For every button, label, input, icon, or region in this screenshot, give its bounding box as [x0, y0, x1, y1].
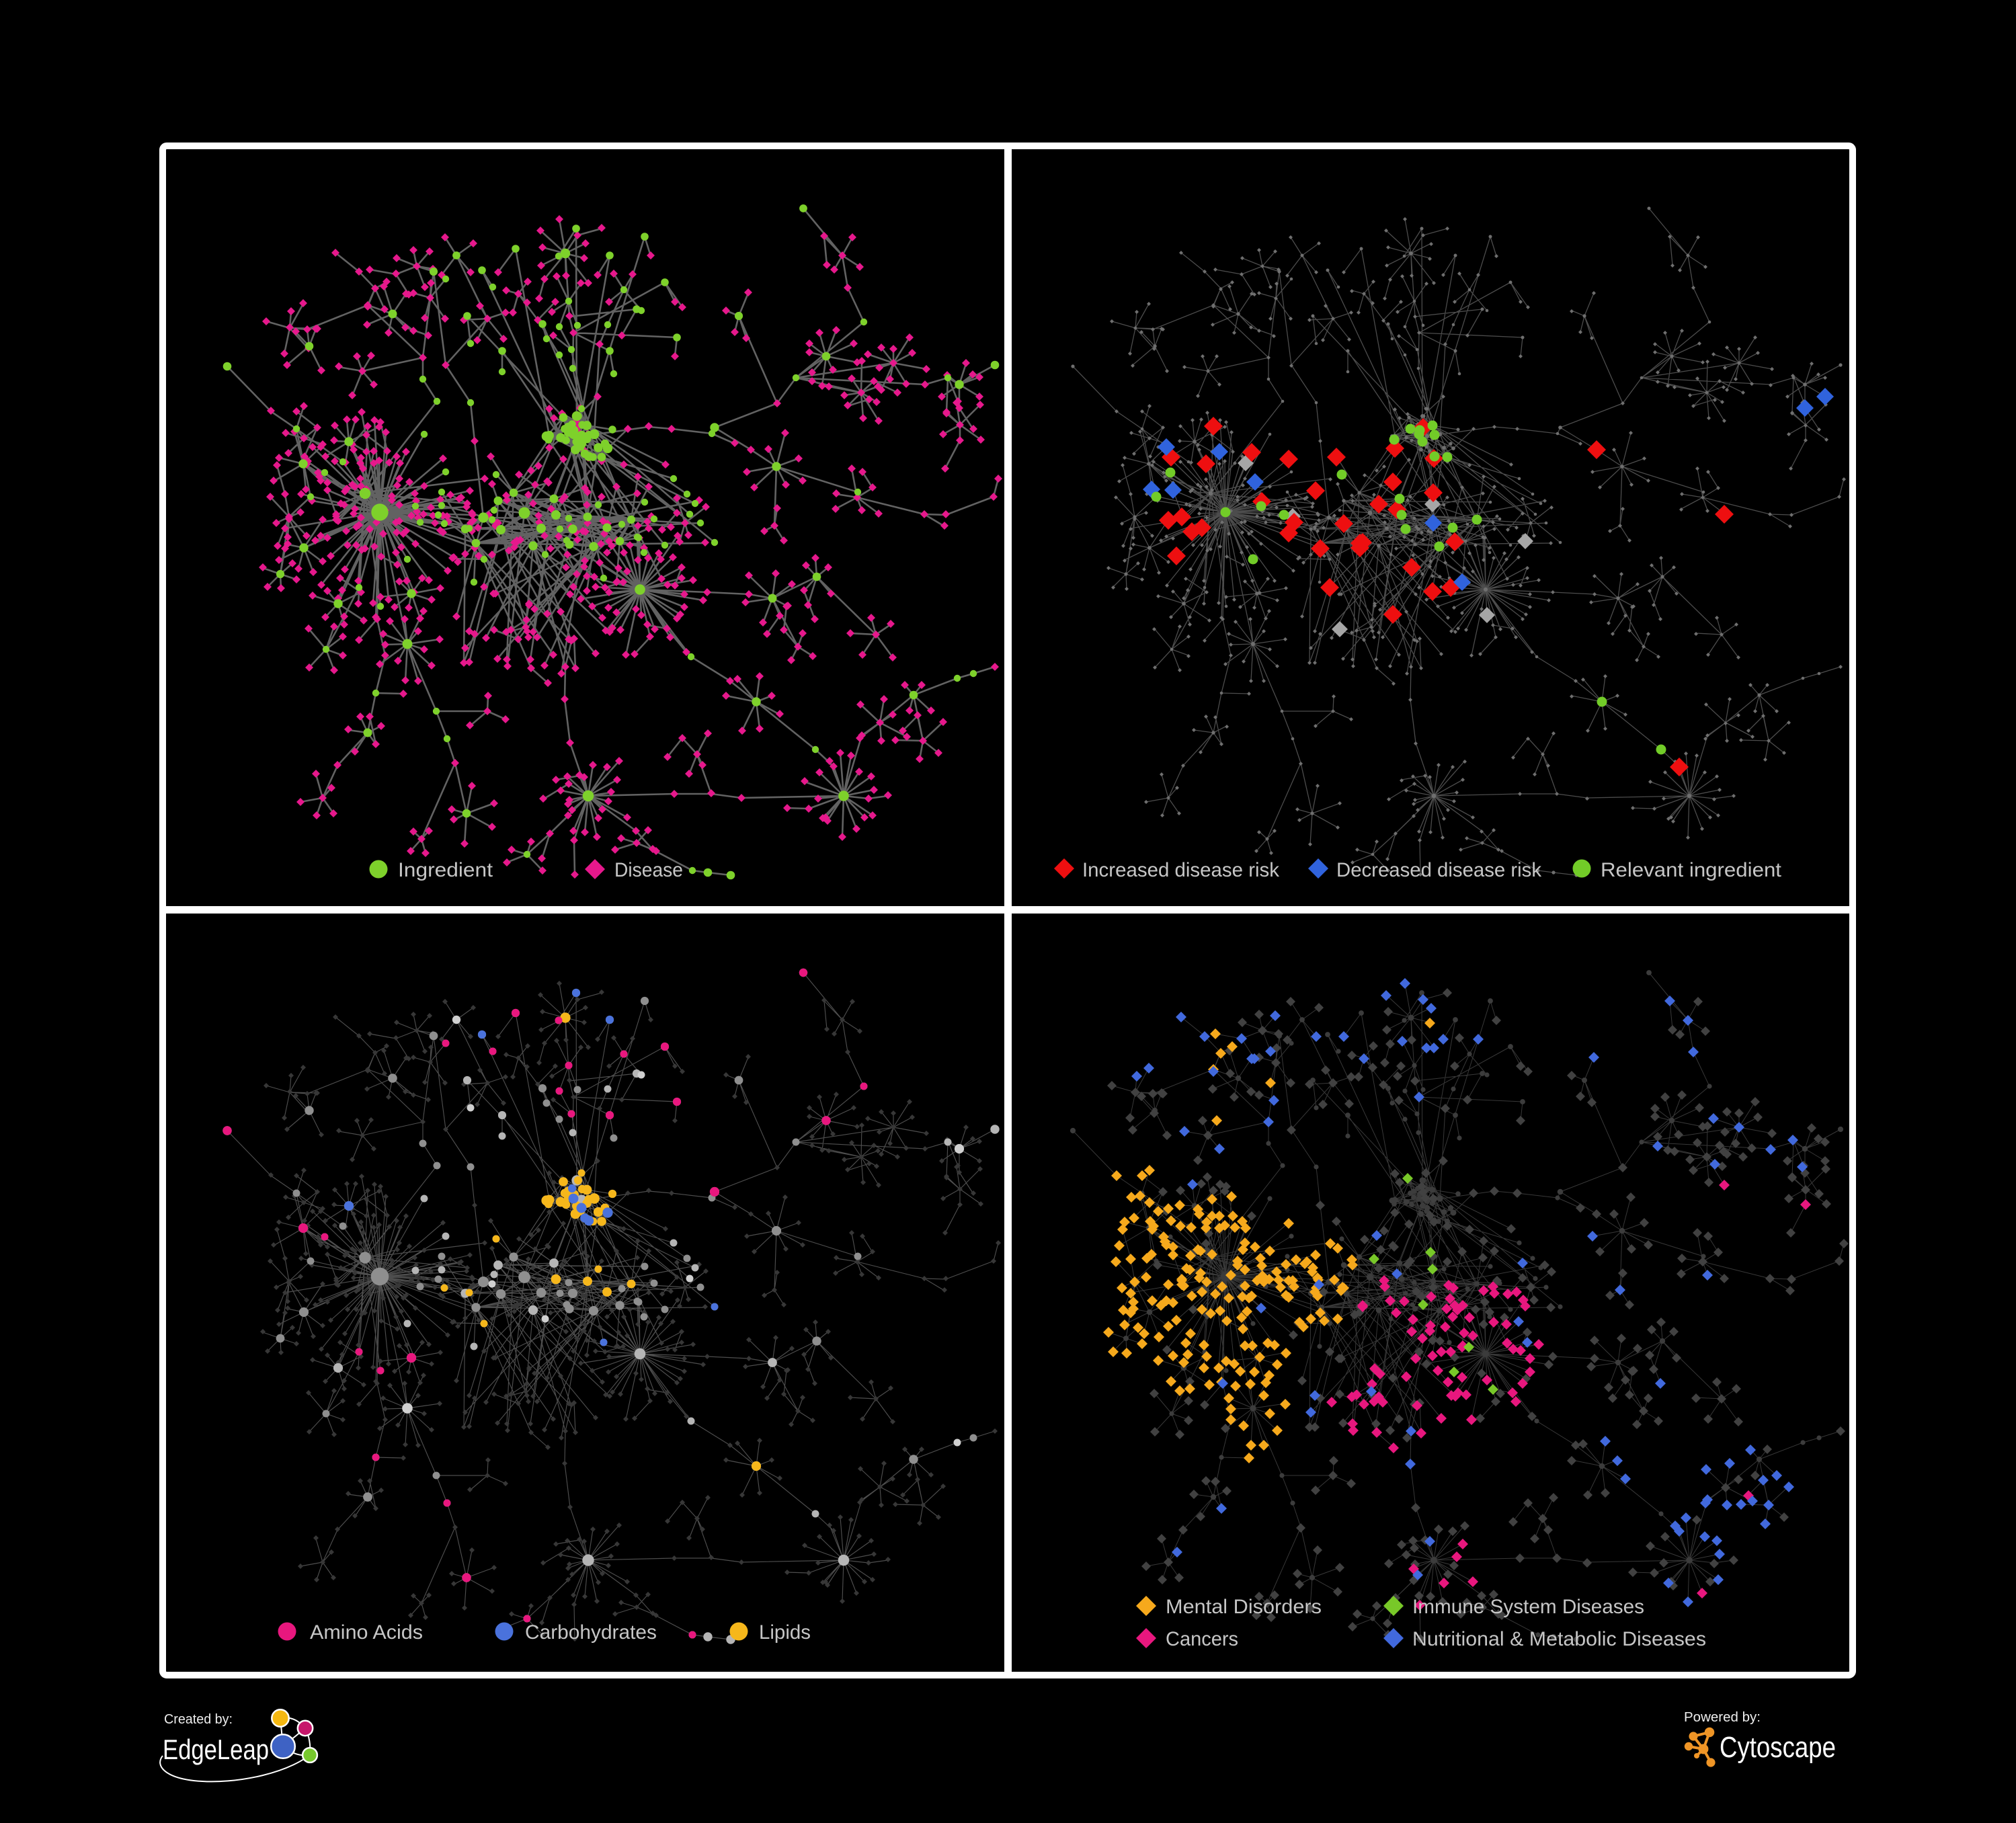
svg-text:Increased disease risk: Increased disease risk [1082, 859, 1280, 881]
svg-text:Lipids: Lipids [759, 1621, 811, 1644]
svg-text:EdgeLeap: EdgeLeap [163, 1734, 269, 1765]
svg-text:Cancers: Cancers [1166, 1628, 1238, 1650]
svg-text:Ingredient: Ingredient [398, 859, 493, 881]
svg-text:Amino Acids: Amino Acids [310, 1621, 423, 1644]
svg-text:Cytoscape: Cytoscape [1720, 1731, 1836, 1764]
svg-text:Immune System Diseases: Immune System Diseases [1412, 1596, 1644, 1618]
svg-text:Nutritional & Metabolic Diseas: Nutritional & Metabolic Diseases [1412, 1628, 1706, 1650]
svg-text:Mental Disorders: Mental Disorders [1166, 1596, 1322, 1618]
svg-text:Carbohydrates: Carbohydrates [525, 1621, 657, 1644]
svg-text:Decreased disease risk: Decreased disease risk [1336, 859, 1542, 881]
svg-text:Created by:: Created by: [164, 1712, 233, 1727]
svg-text:Disease: Disease [614, 859, 683, 881]
svg-text:Powered by:: Powered by: [1684, 1710, 1761, 1725]
svg-text:Relevant ingredient: Relevant ingredient [1601, 859, 1782, 881]
